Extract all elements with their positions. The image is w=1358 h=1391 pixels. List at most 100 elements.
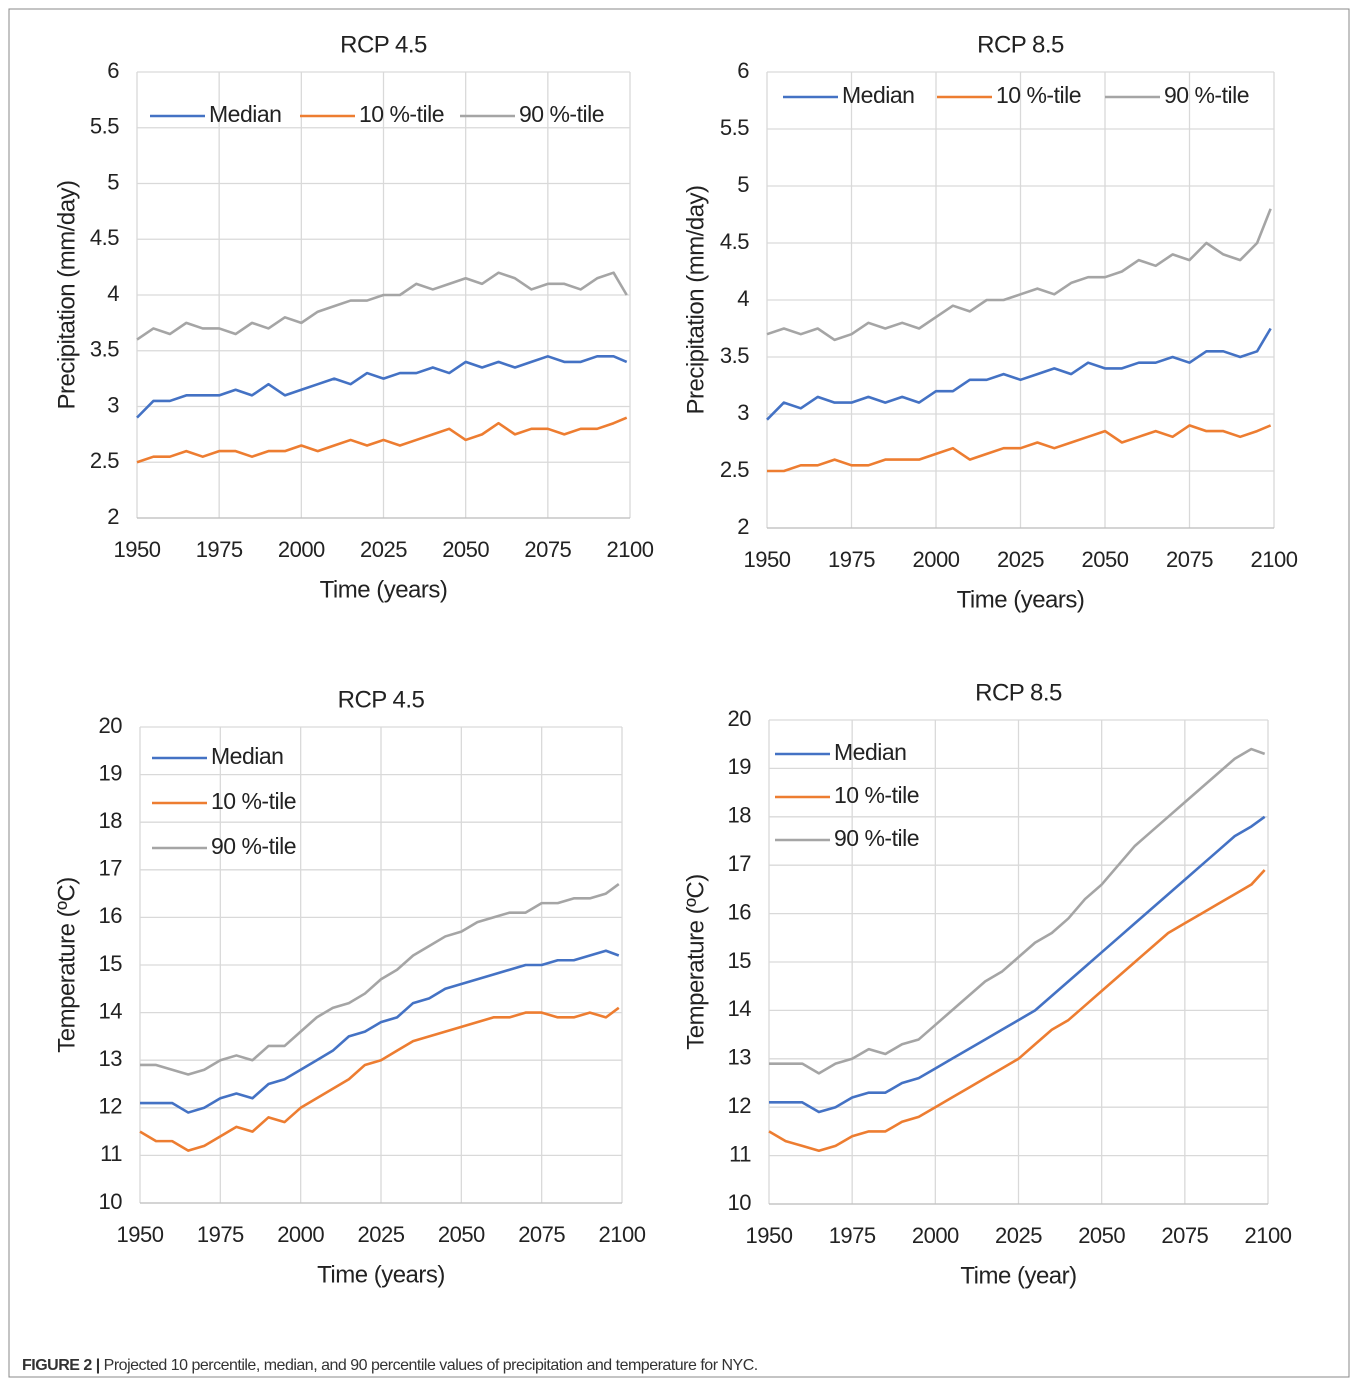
y-tick-label: 5.5 [720,115,749,140]
legend-label: Median [842,82,914,108]
y-tick-label: 5 [107,169,119,194]
y-tick-label: 6 [107,58,119,83]
x-tick-label: 2025 [360,537,407,562]
y-tick-label: 20 [728,706,752,731]
y-tick-label: 13 [728,1045,752,1070]
legend-label: 10 %-tile [359,101,444,127]
x-tick-label: 1975 [196,537,243,562]
x-tick-label: 2050 [1078,1223,1125,1248]
figure-frame [8,8,1350,1378]
chart-title: RCP 8.5 [977,31,1064,58]
x-tick-label: 2100 [599,1222,646,1247]
y-tick-label: 6 [737,58,749,83]
x-tick-label: 2075 [518,1222,565,1247]
x-tick-label: 2050 [1082,547,1129,572]
legend-label: 90 %-tile [211,833,296,859]
x-tick-label: 2025 [995,1223,1042,1248]
series-line [768,869,1266,1153]
y-tick-label: 2.5 [90,448,119,473]
y-tick-label: 5 [737,172,749,197]
y-tick-label: 10 [99,1189,123,1214]
x-tick-label: 2000 [913,547,960,572]
x-tick-label: 2075 [524,537,571,562]
legend-label: Median [209,101,281,127]
y-tick-label: 2.5 [720,457,749,482]
y-tick-label: 3.5 [90,337,119,362]
x-tick-label: 2075 [1166,547,1213,572]
caption-label: FIGURE 2 | [22,1357,100,1374]
y-tick-label: 16 [99,903,123,928]
y-tick-label: 5.5 [90,114,119,139]
y-tick-label: 4.5 [720,229,749,254]
chart-title: RCP 4.5 [340,31,427,58]
y-tick-label: 14 [728,996,752,1021]
series-line [136,355,628,419]
legend-label: 10 %-tile [834,782,919,808]
y-tick-label: 3 [737,400,749,425]
y-tick-label: 11 [729,1141,751,1166]
series-line [769,747,1266,1075]
x-tick-label: 2025 [997,547,1044,572]
y-tick-label: 4 [737,286,749,311]
caption: FIGURE 2 | Projected 10 percentile, medi… [22,1357,758,1374]
legend-label: Median [211,743,283,769]
y-tick-label: 18 [99,808,123,833]
y-tick-label: 3.5 [720,343,749,368]
legend-label: Median [834,739,906,765]
y-tick-label: 19 [728,754,752,779]
y-tick-label: 2 [107,504,119,529]
x-tick-label: 2025 [358,1222,405,1247]
caption-text: Projected 10 percentile, median, and 90 … [104,1357,758,1374]
series-line [769,815,1266,1114]
x-axis-label: Time (year) [960,1262,1076,1289]
x-axis-label: Time (years) [317,1261,445,1288]
series-line [767,424,1272,473]
y-tick-label: 17 [99,856,123,881]
y-tick-label: 12 [99,1094,123,1119]
series-line [136,271,628,341]
series-line [139,1006,620,1152]
x-tick-label: 2000 [912,1223,959,1248]
x-tick-label: 2000 [278,537,325,562]
x-tick-label: 1950 [117,1222,164,1247]
y-tick-label: 3 [107,392,119,417]
x-tick-label: 2075 [1161,1223,1208,1248]
series-line [140,883,620,1076]
legend-label: 10 %-tile [996,82,1081,108]
x-tick-label: 1975 [197,1222,244,1247]
x-tick-label: 1950 [744,547,791,572]
y-tick-label: 19 [99,760,123,785]
y-axis-label: Temperature (ºC) [682,874,709,1049]
y-tick-label: 10 [728,1190,752,1215]
x-tick-label: 2000 [277,1222,324,1247]
y-tick-label: 4.5 [90,225,119,250]
legend-label: 10 %-tile [211,788,296,814]
y-axis-label: Precipitation (mm/day) [53,180,80,409]
series-line [140,949,620,1114]
chart-title: RCP 8.5 [975,679,1062,706]
legend-label: 90 %-tile [834,825,919,851]
series-line [766,208,1272,342]
y-tick-label: 14 [99,998,123,1023]
y-tick-label: 15 [728,948,752,973]
y-tick-label: 12 [728,1093,752,1118]
y-tick-label: 13 [99,1046,123,1071]
y-axis-label: Temperature (ºC) [53,877,80,1052]
y-tick-label: 2 [737,514,749,539]
x-tick-label: 1950 [114,537,161,562]
chart-title: RCP 4.5 [338,686,425,713]
legend-label: 90 %-tile [519,101,604,127]
x-tick-label: 2100 [607,537,654,562]
y-tick-label: 16 [728,899,752,924]
x-axis-label: Time (years) [957,586,1085,613]
legend-label: 90 %-tile [1164,82,1249,108]
y-tick-label: 17 [728,851,752,876]
y-tick-label: 18 [728,803,752,828]
y-tick-label: 11 [100,1141,122,1166]
x-tick-label: 2100 [1245,1223,1292,1248]
y-tick-label: 20 [99,713,123,738]
y-tick-label: 4 [107,281,119,306]
series-line [136,416,628,464]
x-tick-label: 2100 [1251,547,1298,572]
